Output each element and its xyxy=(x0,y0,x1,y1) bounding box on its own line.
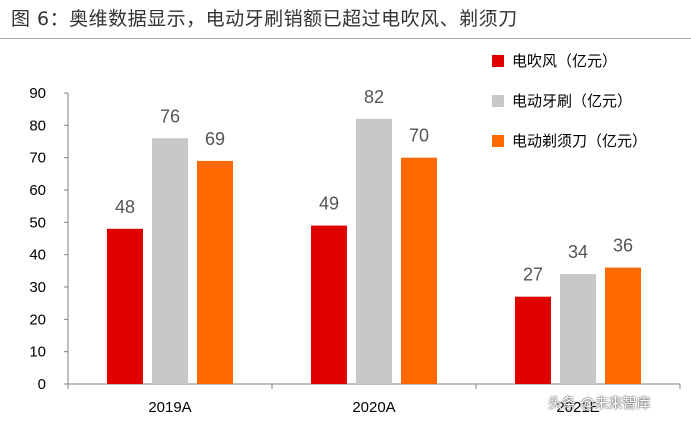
bar xyxy=(356,118,392,384)
bar xyxy=(560,274,596,384)
data-label: 82 xyxy=(364,87,384,107)
legend-label: 电吹风（亿元） xyxy=(512,52,617,70)
data-label: 76 xyxy=(160,106,180,126)
data-label: 49 xyxy=(319,194,339,214)
bar xyxy=(605,267,641,384)
bar xyxy=(401,157,437,384)
bar xyxy=(152,138,188,384)
data-label: 34 xyxy=(568,242,588,262)
x-category-label: 2019A xyxy=(148,399,191,416)
legend-swatch xyxy=(492,135,504,147)
x-category-label: 2021E xyxy=(556,399,599,416)
y-tick-label: 50 xyxy=(29,214,46,231)
bar xyxy=(197,160,233,384)
y-tick-label: 10 xyxy=(29,344,46,361)
title-divider xyxy=(0,38,691,39)
bar xyxy=(107,228,143,384)
bar xyxy=(515,296,551,384)
bar xyxy=(311,225,347,384)
data-label: 69 xyxy=(205,129,225,149)
x-category-label: 2020A xyxy=(352,399,395,416)
y-tick-label: 40 xyxy=(29,247,46,264)
data-label: 27 xyxy=(523,265,543,285)
legend-swatch xyxy=(492,95,504,107)
watermark: 头条 @未来智库 xyxy=(548,396,651,412)
y-tick-label: 80 xyxy=(29,117,46,134)
data-label: 70 xyxy=(409,126,429,146)
figure-title: 图 6：奥维数据显示，电动牙刷销额已超过电吹风、剃须刀 xyxy=(11,8,518,30)
y-tick-label: 90 xyxy=(29,85,46,102)
legend-swatch xyxy=(492,55,504,67)
y-tick-label: 60 xyxy=(29,182,46,199)
data-label: 48 xyxy=(115,197,135,217)
legend-label: 电动牙刷（亿元） xyxy=(512,92,632,110)
legend-label: 电动剃须刀（亿元） xyxy=(512,132,647,150)
y-tick-label: 30 xyxy=(29,279,46,296)
y-tick-label: 20 xyxy=(29,311,46,328)
y-tick-label: 0 xyxy=(38,376,46,393)
data-label: 36 xyxy=(613,236,633,256)
y-tick-label: 70 xyxy=(29,150,46,167)
